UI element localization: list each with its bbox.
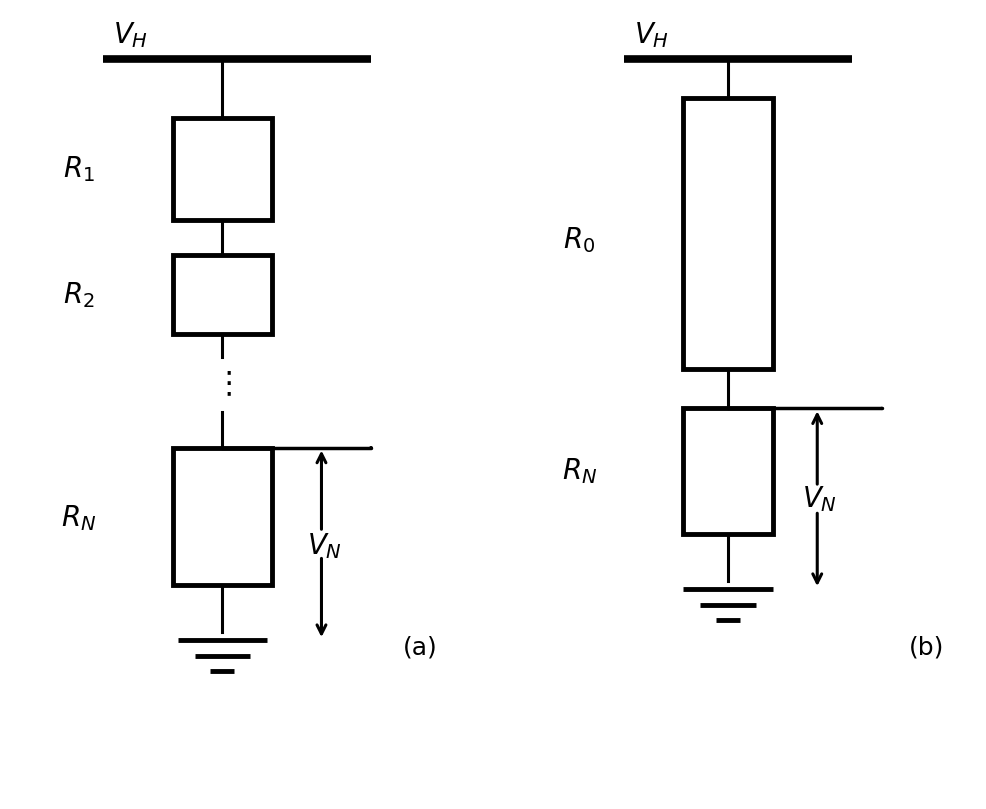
- Text: (b): (b): [908, 636, 943, 660]
- Circle shape: [726, 408, 729, 409]
- Circle shape: [370, 447, 372, 449]
- Text: $V_H$: $V_H$: [113, 20, 148, 49]
- Text: $R_0$: $R_0$: [563, 225, 595, 255]
- Text: $R_N$: $R_N$: [561, 456, 597, 486]
- Text: $V_N$: $V_N$: [802, 484, 836, 514]
- Text: $V_H$: $V_H$: [633, 20, 669, 49]
- Circle shape: [221, 447, 223, 449]
- Bar: [173, 256, 271, 334]
- Text: $R_1$: $R_1$: [62, 154, 95, 184]
- Circle shape: [880, 408, 882, 409]
- Bar: [173, 118, 271, 220]
- Text: (a): (a): [403, 636, 438, 660]
- Text: $\vdots$: $\vdots$: [213, 371, 232, 400]
- Text: $V_N$: $V_N$: [307, 531, 341, 561]
- Text: $R_2$: $R_2$: [63, 280, 95, 310]
- Text: $R_N$: $R_N$: [61, 503, 96, 533]
- Bar: [173, 447, 271, 585]
- Bar: [682, 409, 772, 534]
- Bar: [682, 99, 772, 369]
